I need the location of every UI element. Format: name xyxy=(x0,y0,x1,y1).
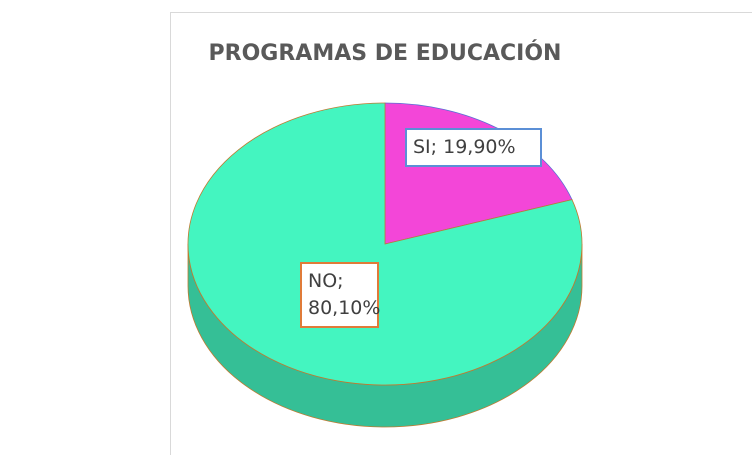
slice xyxy=(187,102,583,386)
data-label: SI; 19,90% xyxy=(405,128,542,167)
data-label: NO; 80,10% xyxy=(300,262,380,328)
chart-title: PROGRAMAS DE EDUCACIÓN xyxy=(209,40,562,66)
